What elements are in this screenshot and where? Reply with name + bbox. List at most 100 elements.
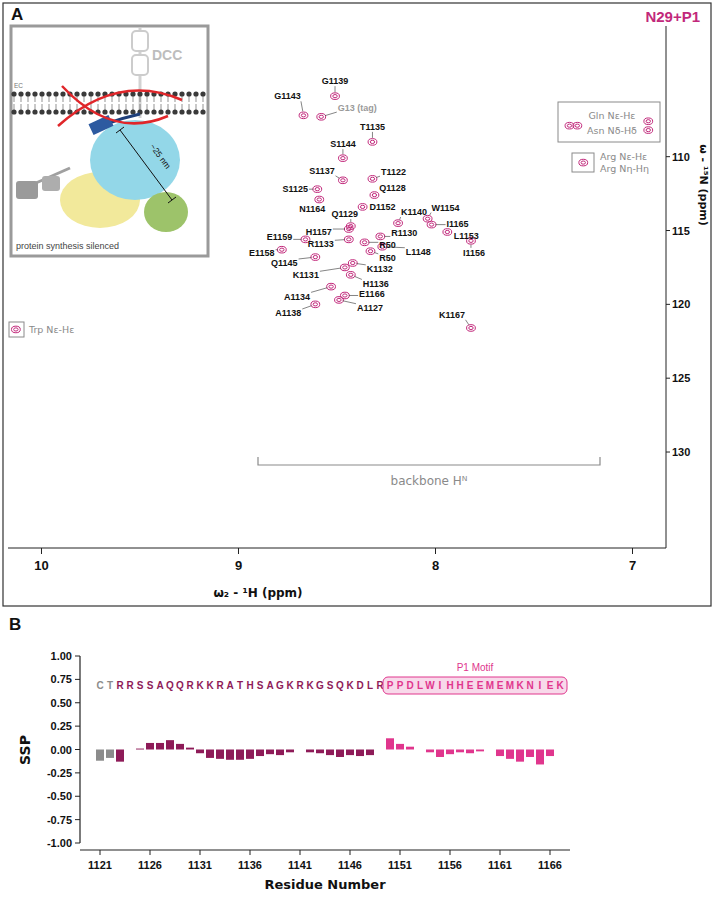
lipid-tail [63,104,64,110]
bar [116,750,124,762]
peak [299,112,308,119]
contour [347,227,351,230]
leader-line [376,176,380,177]
lipid-tail [196,96,197,102]
lipid-tail [28,96,29,102]
bar [476,750,484,752]
peak [311,301,320,308]
peak-label: G13 (tag) [338,103,377,113]
contour [370,192,379,199]
contour [360,205,364,208]
lipid-tail [70,104,71,110]
lipid-head [18,91,23,96]
peak-label: S1125 [283,184,309,194]
lipid-tail [161,96,162,102]
bar [166,740,174,749]
y-tick-label: 130 [672,446,690,458]
peak [339,177,348,184]
residue-letter: M [486,680,494,691]
contour [349,273,353,276]
contour [341,179,345,182]
lipid-tail [154,104,155,110]
y-tick [666,378,670,379]
lipid-head [11,109,16,114]
y-tick [75,702,80,703]
lipid-head [144,109,149,114]
y-axis-title: ω - ¹⁵N (ppm) [697,144,710,226]
contour [315,196,324,203]
y-tick [666,156,670,157]
contour [11,326,20,333]
lipid-tail [189,104,190,110]
lipid-tail [112,104,113,110]
y-tick [666,452,670,453]
lipid-head [130,91,135,96]
y-tick-label: -0.25 [47,767,72,779]
residue-letter: H [246,680,253,691]
residue-letter: K [516,680,524,691]
peak-label: Q1129 [332,209,359,219]
lipid-head [18,109,23,114]
residue-letter: H [456,680,463,691]
lipid-head [39,109,44,114]
annotation: backbone Hᴺ [391,474,468,488]
motif-label: P1 Motif [457,662,494,673]
lipid-tail [189,96,190,102]
lipid-head [32,109,37,114]
contour [581,161,585,164]
peak-label: G1139 [322,76,349,86]
inset-label: ~25 nm [148,142,173,171]
inset-caption: protein synthesis silenced [16,241,119,251]
peak-label: K1131 [293,270,319,280]
x-tick-label: 10 [34,558,48,573]
contour [313,303,317,306]
inset-label: DCC [152,47,182,63]
contour [340,292,349,299]
lipid-tail [182,104,183,110]
lipid-head [123,109,128,114]
peak [368,139,377,146]
contour [339,155,348,162]
lipid-head [186,109,191,114]
lipid-head [137,91,142,96]
peak [579,159,588,166]
contour [344,226,353,233]
contour [467,325,476,332]
lipid-head [39,91,44,96]
peaks [11,93,652,333]
x-tick [250,850,251,855]
peak-label: K1140 [401,207,427,217]
lipid-head [46,91,51,96]
contour [301,114,305,117]
peak-label: D1152 [370,202,396,212]
lipid-head [74,91,79,96]
x-tick-label: 8 [432,558,439,573]
contour [317,198,321,201]
lipid-tail [49,104,50,110]
receptor-domain [132,55,148,75]
lipid-tail [168,104,169,110]
peak [315,196,324,203]
sequence: CT [96,680,113,691]
y-axis [666,26,667,548]
residue-letter: E [547,680,554,691]
peak-label: L1153 [454,231,479,241]
lipid-tail [28,104,29,110]
leader-line [293,239,301,240]
bar [266,750,274,755]
contour [360,239,369,246]
contour [644,127,653,134]
peak [573,122,582,129]
bar [106,750,114,758]
bar [296,749,304,750]
peak-label: A1134 [284,292,310,302]
y-tick [75,819,80,820]
peak [368,176,377,183]
contour [331,93,340,100]
residue-letter: M [506,680,514,691]
motif-block [88,115,113,135]
lipid-head [81,91,86,96]
contour [646,120,650,123]
bar [456,750,464,753]
factor [144,192,188,232]
